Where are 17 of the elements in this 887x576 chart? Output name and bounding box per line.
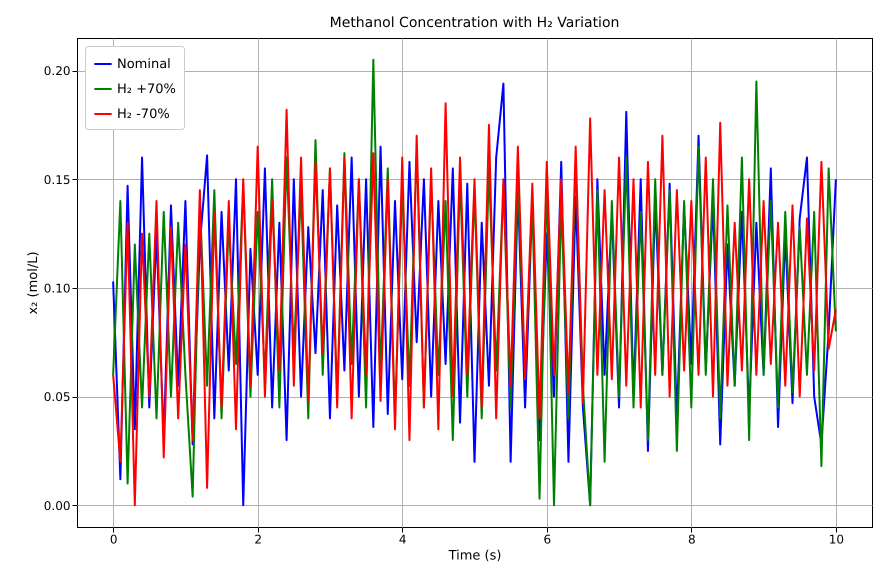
y-tick-label: 0.20 [44,64,70,78]
x-tick-label: 6 [543,532,552,546]
legend-label: Nominal [117,57,171,72]
x-tick-label: 0 [110,532,118,546]
chart-title: Methanol Concentration with H₂ Variation [330,15,620,31]
y-tick-label: 0.10 [44,281,70,296]
legend-label: H₂ -70% [117,107,170,122]
y-tick-label: 0.05 [44,390,70,404]
x-tick-label: 8 [688,532,696,546]
x-tick-label: 10 [828,532,844,546]
y-tick-label: 0.00 [44,498,70,513]
x-tick-label: 4 [398,532,407,546]
x-tick-label: 2 [254,532,262,546]
legend-label: H₂ +70% [117,82,176,97]
y-axis-title: x₂ (mol/L) [26,251,41,315]
y-tick-label: 0.15 [44,172,70,187]
x-axis-title: Time (s) [448,548,502,564]
